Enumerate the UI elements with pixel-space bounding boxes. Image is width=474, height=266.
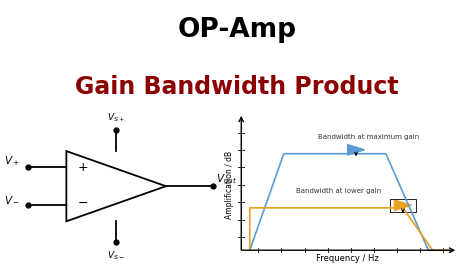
Text: +: + xyxy=(78,161,88,173)
Text: Amplification / dB: Amplification / dB xyxy=(225,151,234,219)
Text: $V_+$: $V_+$ xyxy=(4,155,19,168)
Polygon shape xyxy=(347,145,365,155)
Polygon shape xyxy=(394,200,411,210)
Text: $V_{out}$: $V_{out}$ xyxy=(216,172,237,186)
Text: $V_{S+}$: $V_{S+}$ xyxy=(107,111,125,124)
Text: Frequency / Hz: Frequency / Hz xyxy=(316,254,379,263)
Text: Bandwidth at maximum gain: Bandwidth at maximum gain xyxy=(318,134,419,140)
Text: Gain Bandwidth Product: Gain Bandwidth Product xyxy=(75,75,399,99)
Text: OP-Amp: OP-Amp xyxy=(177,17,297,43)
Text: $V_{S-}$: $V_{S-}$ xyxy=(107,249,125,262)
Text: Bandwidth at lower gain: Bandwidth at lower gain xyxy=(296,188,382,194)
Text: $V_-$: $V_-$ xyxy=(4,195,19,205)
Text: −: − xyxy=(78,197,88,210)
